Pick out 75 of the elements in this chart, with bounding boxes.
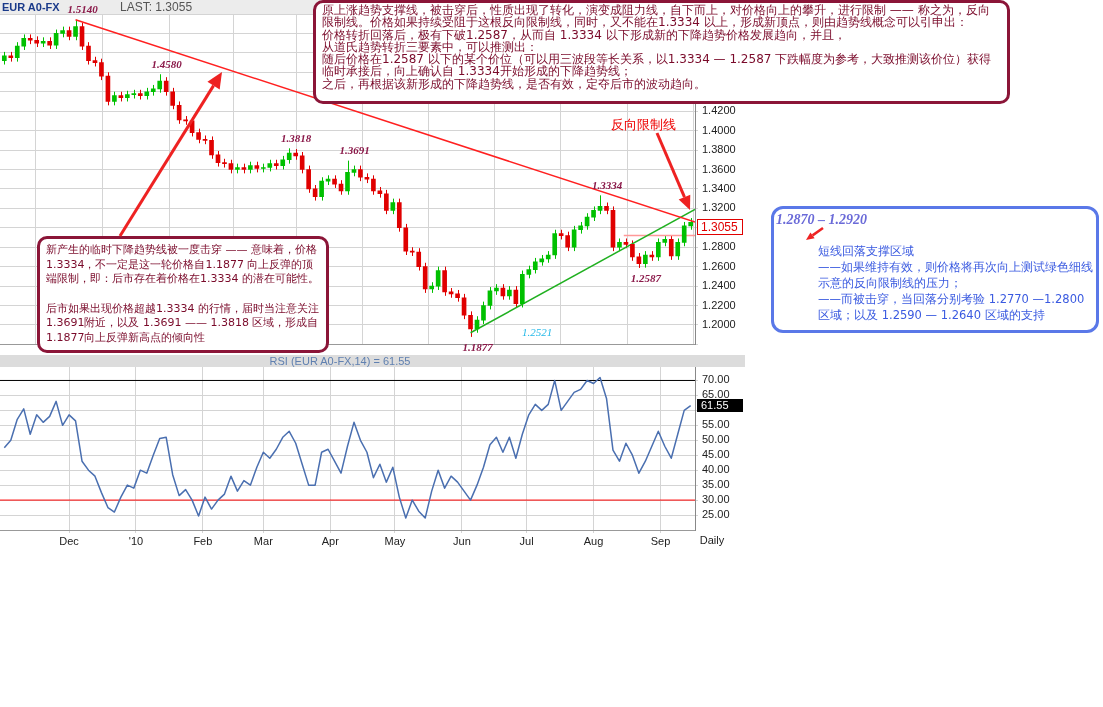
x-tick-label: Jun: [453, 534, 471, 547]
text: 61.55: [697, 399, 743, 412]
text: 1.2870 – 1.2920: [776, 212, 867, 228]
x-tick-label: Sep: [650, 534, 671, 547]
y-tick-label: 55.00: [702, 418, 730, 431]
x-tick-label: '10: [128, 534, 144, 547]
y-tick-label: 1.3800: [702, 143, 736, 156]
annotation: 新产生的临时下降趋势线被一度击穿 —— 意味着，价格1.3334，不一定是这一轮价格自1.1877 向上反弹的顶端限制，即：后市存在着价格在1.3334 的潜在可能性。: [46, 243, 320, 287]
annotation: 1.1877: [462, 341, 494, 354]
candlestick: [468, 310, 473, 338]
y-tick-label: 45.00: [702, 448, 730, 461]
annotation: 1.5140: [67, 3, 99, 16]
y-tick-label: 1.2600: [702, 259, 736, 272]
text: 1.3055: [697, 219, 743, 235]
annotation: 后市如果出现价格超越1.3334 的行情，届时当注意关注 1.3691附近，以及 1.3691 —— 1.3818 区域，形成自1.1877向上反弹新高点的倾向性: [46, 301, 320, 345]
y-tick-label: 40.00: [702, 463, 730, 476]
candlestick: [73, 19, 78, 41]
y-tick-label: 70.00: [702, 373, 730, 386]
text: 短线回落支撑区域: [818, 243, 915, 259]
x-tick-label: Dec: [59, 534, 80, 547]
candlestick: [597, 194, 603, 215]
annotation: 1.3334: [591, 178, 623, 191]
candlestick: [422, 262, 428, 294]
annotation: 随后价格在1.2587 以下的某个价位（可以用三波段等长关系，以1.3334 — 1.2587 下跌幅度为参考，大致推测该价位）获得临时承接后，向上确认自 1.3334开始形成的下降趋势线；: [322, 52, 993, 79]
annotation: 价格转折回落后，极有下破1.2587，从而自 1.3334 以下形成新的下降趋势价格发展趋向，并且，: [322, 27, 846, 42]
candlestick: [86, 41, 91, 66]
x-tick-label: Aug: [583, 534, 604, 547]
candlestick: [668, 235, 674, 261]
annotation: 1.4580: [151, 57, 183, 70]
text: ——而被击穿，当回落分别考验 1.2770 —1.2800 区域；以及 1.2590 — 1.2640 区域的支持: [818, 291, 1086, 323]
y-tick-label: 1.2800: [702, 240, 736, 253]
x-tick-label: Mar: [253, 534, 274, 547]
chart-title: RSI (EUR A0-FX,14) = 61.55: [269, 355, 411, 368]
y-tick-label: 1.2000: [702, 318, 736, 330]
candlestick: [319, 176, 324, 202]
y-tick-label: 65.00: [702, 388, 730, 401]
candlestick: [630, 239, 635, 262]
x-tick-label: Apr: [321, 534, 340, 547]
annotation: 反向限制线: [611, 116, 676, 134]
text: ——如果维持有效，则价格将再次向上测试绿色细线示意的反向限制线的压力；: [818, 259, 1094, 291]
candlestick: [675, 237, 681, 261]
annotation: 1.3818: [281, 131, 312, 144]
candlestick: [345, 160, 350, 196]
chart-title: EUR A0-FX: [2, 1, 61, 14]
candlestick: [99, 58, 104, 81]
y-tick-label: 50.00: [702, 433, 730, 446]
annotation: 1.2587: [630, 272, 662, 285]
y-tick-label: 1.3200: [702, 201, 736, 214]
x-axis-title: Daily: [699, 534, 725, 547]
candlestick: [384, 189, 389, 215]
x-tick-label: May: [384, 534, 406, 547]
annotation: 1.3691: [339, 143, 370, 156]
candlestick: [209, 135, 214, 160]
y-tick-label: 25.00: [702, 508, 730, 521]
y-tick-label: 1.2400: [702, 279, 736, 292]
chart-subtitle: LAST: 1.3055: [120, 0, 193, 15]
candlestick: [481, 301, 486, 325]
annotation: 原上涨趋势支撑线，被击穿后，性质出现了转化，演变成阻力线，自下而上，对价格向上的攀升，进行限制 —— 称之为，反向限制线。价格如果持续受阻于这根反向限制线，同时，又不能在1.3334 以上，形成新顶点，则由趋势线概念可以引申出：: [322, 3, 991, 30]
candlestick: [14, 41, 20, 63]
y-tick-label: 1.3600: [702, 162, 736, 175]
y-tick-label: 1.4000: [702, 123, 736, 136]
candlestick: [416, 247, 422, 272]
annotation: 之后，再根据该新形成的下降趋势线，是否有效，定夺后市的波动趋向。: [322, 76, 707, 91]
candlestick: [681, 221, 687, 247]
candlestick: [552, 229, 558, 260]
candlestick: [371, 174, 376, 196]
y-tick-label: 1.4200: [702, 104, 736, 117]
y-tick-label: 30.00: [702, 493, 730, 506]
candlestick: [442, 266, 447, 297]
x-tick-label: Feb: [193, 534, 213, 547]
y-tick-label: 35.00: [702, 478, 730, 491]
annotation: 1.2521: [522, 326, 553, 338]
x-tick-label: Jul: [519, 534, 534, 547]
y-tick-label: 1.2200: [702, 298, 736, 311]
y-tick-label: 1.3400: [702, 181, 736, 194]
